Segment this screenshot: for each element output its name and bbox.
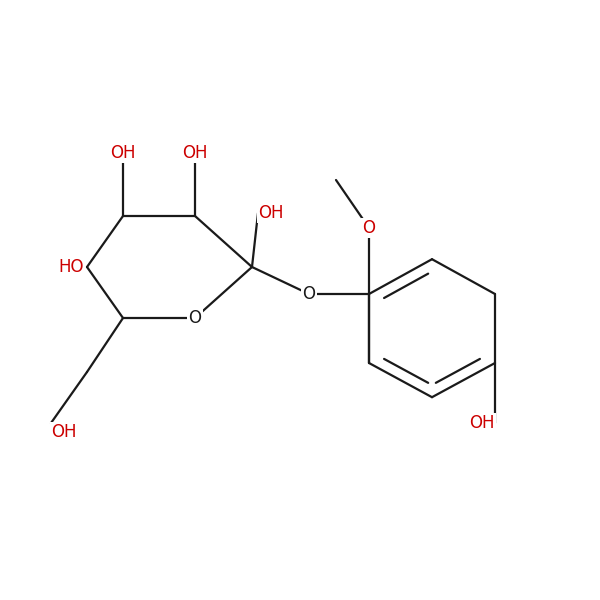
Text: OH: OH [470, 414, 495, 432]
Text: O: O [188, 309, 202, 327]
Text: OH: OH [258, 204, 284, 222]
Text: O: O [302, 285, 316, 303]
Text: O: O [362, 219, 376, 237]
Text: OH: OH [110, 144, 136, 162]
Text: OH: OH [51, 423, 77, 441]
Text: OH: OH [182, 144, 208, 162]
Text: HO: HO [58, 258, 84, 276]
